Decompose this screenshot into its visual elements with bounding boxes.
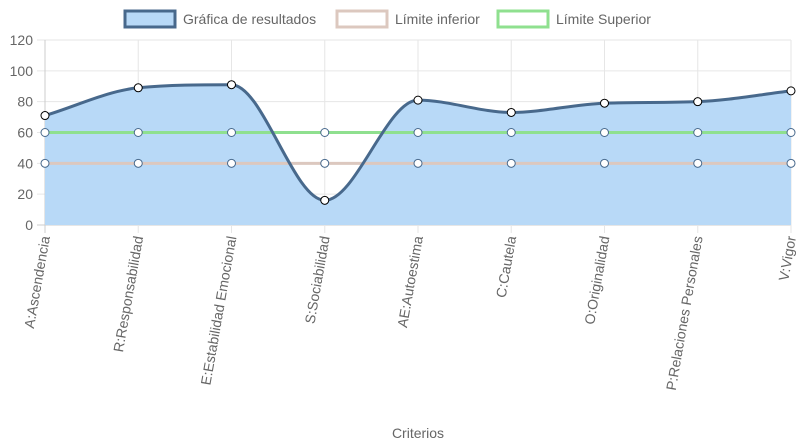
data-point[interactable] <box>133 128 143 137</box>
x-axis-ticks: A:Ascendencia R:Responsabilidad E:Estabili… <box>21 234 796 391</box>
data-point[interactable] <box>506 107 516 117</box>
x-tick-label: V:Vigor <box>775 234 796 282</box>
data-point[interactable] <box>693 128 703 137</box>
legend-swatch <box>496 9 550 29</box>
legend-label: Límite Superior <box>556 11 651 27</box>
legend-swatch <box>335 9 389 29</box>
y-tick-label: 40 <box>17 155 33 171</box>
data-point[interactable] <box>320 128 330 137</box>
data-point[interactable] <box>133 83 143 93</box>
y-tick-label: 80 <box>17 94 33 110</box>
legend-label: Límite inferior <box>395 11 480 27</box>
legend-item[interactable]: Límite inferior <box>335 9 480 29</box>
legend-swatch <box>123 9 177 29</box>
x-tick-label: S:Sociabilidad <box>302 235 333 325</box>
legend[interactable]: Gráfica de resultados Límite inferior Lími… <box>123 9 651 29</box>
data-point[interactable] <box>133 158 143 168</box>
data-point[interactable] <box>40 111 50 121</box>
legend-item[interactable]: Límite Superior <box>496 9 651 29</box>
data-point[interactable] <box>786 128 796 137</box>
y-tick-label: 0 <box>25 217 33 233</box>
x-tick-label: A:Ascendencia <box>21 235 53 330</box>
data-point[interactable] <box>506 158 516 168</box>
data-point[interactable] <box>600 158 609 168</box>
x-axis-title: Criterios <box>392 425 444 441</box>
x-tick-label: AE:Autoestima <box>394 235 426 329</box>
y-axis-ticks: 0 20 40 60 80 100 120 <box>10 32 34 233</box>
area-layer <box>45 84 791 225</box>
data-point[interactable] <box>506 128 516 137</box>
data-point[interactable] <box>693 158 703 168</box>
legend-item[interactable]: Gráfica de resultados <box>123 9 316 29</box>
data-point[interactable] <box>320 195 330 205</box>
data-point[interactable] <box>786 86 796 96</box>
data-point[interactable] <box>413 158 423 168</box>
data-point[interactable] <box>600 128 609 137</box>
legend-label: Gráfica de resultados <box>183 11 316 27</box>
series-area-grafica-de-resultados <box>45 84 791 225</box>
data-point[interactable] <box>320 158 330 168</box>
data-point[interactable] <box>40 128 50 137</box>
y-tick-label: 100 <box>10 63 34 79</box>
data-point[interactable] <box>227 158 236 168</box>
y-tick-label: 120 <box>10 32 34 48</box>
data-point[interactable] <box>413 128 423 137</box>
y-tick-label: 60 <box>17 125 33 141</box>
y-tick-label: 20 <box>17 186 33 202</box>
data-point[interactable] <box>600 98 609 108</box>
x-tick-label: O:Originalidad <box>581 235 612 326</box>
x-tick-label: P:Relaciones Personales <box>663 235 706 392</box>
x-tick-label: R:Responsabilidad <box>110 235 146 354</box>
data-point[interactable] <box>40 158 50 168</box>
data-point[interactable] <box>693 97 703 107</box>
x-tick-label: C:Cautela <box>493 235 520 299</box>
point-layer <box>40 80 796 205</box>
data-point[interactable] <box>413 95 423 105</box>
data-point[interactable] <box>227 128 236 137</box>
series-line-grafica-de-resultados <box>44 83 792 202</box>
data-point[interactable] <box>227 80 236 90</box>
data-point[interactable] <box>786 158 796 168</box>
x-tick-label: E:Estabilidad Emocional <box>197 235 239 386</box>
